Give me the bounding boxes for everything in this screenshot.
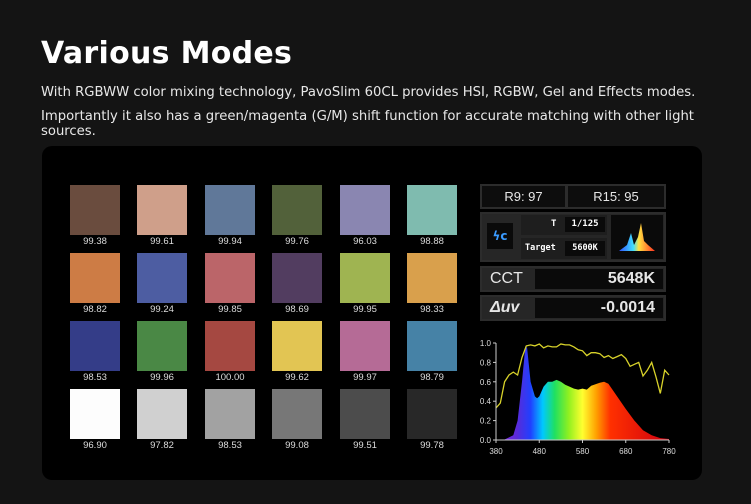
y-tick-label: 0.4 bbox=[480, 397, 492, 406]
cct-value: 5648K bbox=[535, 269, 663, 289]
color-swatch bbox=[340, 321, 390, 371]
y-tick-label: 0.6 bbox=[480, 378, 492, 387]
swatch-value: 99.61 bbox=[150, 236, 174, 247]
swatch-value: 99.62 bbox=[285, 372, 309, 383]
color-swatch bbox=[137, 185, 187, 235]
cct-row: CCT 5648K bbox=[480, 266, 666, 292]
color-swatch bbox=[407, 389, 457, 439]
color-swatch bbox=[70, 185, 120, 235]
spectrum-chart: 380 480 580 680 780 0.0 0.2 0.4 0.6 0.8 1.0 bbox=[480, 339, 676, 456]
r9-readout: R9: 97 bbox=[480, 184, 567, 209]
color-swatch bbox=[272, 321, 322, 371]
swatch-value: 99.51 bbox=[353, 440, 377, 451]
reference-line bbox=[495, 343, 670, 409]
spectrum-area bbox=[496, 345, 669, 440]
description-line-2: Importantly it also has a green/magenta … bbox=[41, 109, 694, 139]
swatch-value: 96.90 bbox=[83, 440, 107, 451]
x-tick-label: 780 bbox=[662, 447, 676, 456]
swatch-value: 99.95 bbox=[353, 304, 377, 315]
duv-value: -0.0014 bbox=[535, 298, 663, 318]
swatch-value: 99.85 bbox=[218, 304, 242, 315]
shutter-label: T bbox=[551, 219, 557, 229]
color-swatch bbox=[70, 389, 120, 439]
x-tick-label: 480 bbox=[533, 447, 547, 456]
color-swatch bbox=[70, 321, 120, 371]
spectrum-thumbnail-icon bbox=[611, 215, 663, 259]
color-swatch bbox=[340, 185, 390, 235]
y-tick-label: 0.8 bbox=[480, 358, 492, 367]
color-swatch bbox=[205, 185, 255, 235]
swatch-value: 98.69 bbox=[285, 304, 309, 315]
x-tick-label: 380 bbox=[489, 447, 503, 456]
color-swatch bbox=[137, 321, 187, 371]
swatch-value: 99.24 bbox=[150, 304, 174, 315]
cct-label: CCT bbox=[490, 270, 523, 287]
swatch-value: 100.00 bbox=[215, 372, 245, 383]
color-swatch bbox=[340, 253, 390, 303]
y-tick-label: 1.0 bbox=[480, 339, 492, 348]
color-swatch bbox=[205, 253, 255, 303]
swatch-value: 99.76 bbox=[285, 236, 309, 247]
color-swatch bbox=[407, 321, 457, 371]
swatch-value: 98.53 bbox=[83, 372, 107, 383]
shutter-value: 1/125 bbox=[565, 217, 605, 232]
x-tick-label: 680 bbox=[619, 447, 633, 456]
swatch-value: 98.33 bbox=[420, 304, 444, 315]
swatch-value: 98.88 bbox=[420, 236, 444, 247]
flash-c-icon: ϟc bbox=[487, 223, 513, 249]
color-swatch bbox=[205, 321, 255, 371]
color-swatch bbox=[272, 253, 322, 303]
color-swatch bbox=[407, 253, 457, 303]
color-swatch bbox=[137, 253, 187, 303]
swatch-value: 99.97 bbox=[353, 372, 377, 383]
swatch-value: 99.94 bbox=[218, 236, 242, 247]
duv-label: Δuv bbox=[490, 299, 520, 316]
swatch-value: 96.03 bbox=[353, 236, 377, 247]
target-label: Target bbox=[525, 243, 556, 253]
color-swatch bbox=[272, 389, 322, 439]
y-tick-label: 0.2 bbox=[480, 417, 492, 426]
duv-row: Δuv -0.0014 bbox=[480, 295, 666, 321]
color-swatch bbox=[205, 389, 255, 439]
swatch-value: 98.79 bbox=[420, 372, 444, 383]
r15-readout: R15: 95 bbox=[566, 184, 666, 209]
target-value: 5600K bbox=[565, 241, 605, 256]
color-swatch bbox=[70, 253, 120, 303]
color-swatch bbox=[137, 389, 187, 439]
color-swatch bbox=[272, 185, 322, 235]
swatch-value: 98.82 bbox=[83, 304, 107, 315]
page-title: Various Modes bbox=[41, 36, 293, 71]
swatch-value: 99.38 bbox=[83, 236, 107, 247]
y-tick-label: 0.0 bbox=[480, 436, 492, 445]
x-tick-label: 580 bbox=[576, 447, 590, 456]
description-line-1: With RGBWW color mixing technology, Pavo… bbox=[41, 85, 696, 100]
swatch-value: 97.82 bbox=[150, 440, 174, 451]
swatch-value: 99.78 bbox=[420, 440, 444, 451]
swatch-value: 98.53 bbox=[218, 440, 242, 451]
swatch-value: 99.96 bbox=[150, 372, 174, 383]
swatch-value: 99.08 bbox=[285, 440, 309, 451]
color-swatch bbox=[340, 389, 390, 439]
color-swatch bbox=[407, 185, 457, 235]
